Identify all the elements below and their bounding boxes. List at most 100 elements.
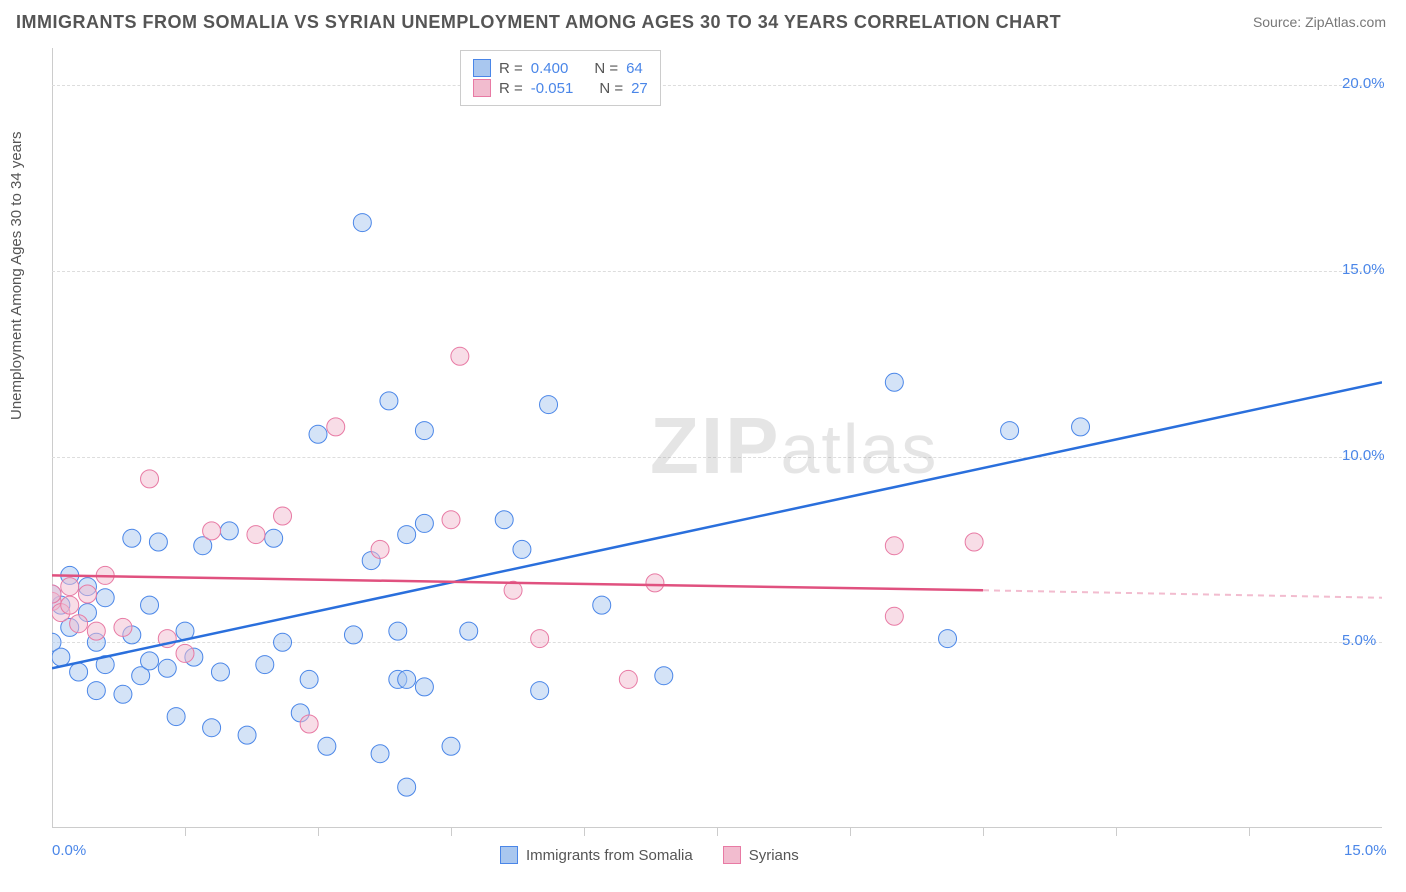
data-point bbox=[885, 373, 903, 391]
legend-correlation: R = 0.400 N = 64 R = -0.051 N = 27 bbox=[460, 50, 661, 106]
data-point bbox=[300, 670, 318, 688]
data-point bbox=[87, 622, 105, 640]
x-tick bbox=[185, 828, 186, 836]
data-point bbox=[398, 778, 416, 796]
data-point bbox=[149, 533, 167, 551]
r-label: R = bbox=[499, 60, 523, 77]
data-point bbox=[885, 537, 903, 555]
data-point bbox=[247, 526, 265, 544]
data-point bbox=[141, 596, 159, 614]
legend-item-somalia: Immigrants from Somalia bbox=[500, 846, 693, 864]
data-point bbox=[885, 607, 903, 625]
y-axis-label: Unemployment Among Ages 30 to 34 years bbox=[8, 131, 25, 420]
data-point bbox=[238, 726, 256, 744]
data-point bbox=[176, 644, 194, 662]
data-point bbox=[141, 652, 159, 670]
x-tick bbox=[983, 828, 984, 836]
x-tick bbox=[451, 828, 452, 836]
data-point bbox=[141, 470, 159, 488]
source-attribution: Source: ZipAtlas.com bbox=[1253, 14, 1386, 30]
data-point bbox=[513, 540, 531, 558]
data-point bbox=[256, 656, 274, 674]
n-label: N = bbox=[599, 80, 623, 97]
data-point bbox=[415, 514, 433, 532]
data-point bbox=[371, 540, 389, 558]
data-point bbox=[158, 659, 176, 677]
swatch-icon bbox=[723, 846, 741, 864]
data-point bbox=[442, 511, 460, 529]
data-point bbox=[114, 618, 132, 636]
legend-series: Immigrants from Somalia Syrians bbox=[500, 846, 799, 864]
series-label: Syrians bbox=[749, 847, 799, 864]
data-point bbox=[495, 511, 513, 529]
r-value-somalia: 0.400 bbox=[531, 60, 569, 77]
data-point bbox=[265, 529, 283, 547]
legend-item-syrians: Syrians bbox=[723, 846, 799, 864]
chart-title: IMMIGRANTS FROM SOMALIA VS SYRIAN UNEMPL… bbox=[16, 12, 1061, 33]
data-point bbox=[78, 585, 96, 603]
x-tick bbox=[1249, 828, 1250, 836]
data-point bbox=[96, 589, 114, 607]
data-point bbox=[442, 737, 460, 755]
data-point bbox=[211, 663, 229, 681]
data-point bbox=[965, 533, 983, 551]
data-point bbox=[655, 667, 673, 685]
x-tick bbox=[584, 828, 585, 836]
data-point bbox=[114, 685, 132, 703]
data-point bbox=[70, 663, 88, 681]
data-point bbox=[327, 418, 345, 436]
data-point bbox=[309, 425, 327, 443]
x-tick bbox=[318, 828, 319, 836]
data-point bbox=[274, 633, 292, 651]
data-point bbox=[70, 615, 88, 633]
x-tick bbox=[850, 828, 851, 836]
data-point bbox=[593, 596, 611, 614]
data-point bbox=[415, 422, 433, 440]
data-point bbox=[300, 715, 318, 733]
trend-line-dashed bbox=[983, 590, 1382, 597]
legend-row-somalia: R = 0.400 N = 64 bbox=[473, 59, 648, 77]
r-label: R = bbox=[499, 80, 523, 97]
data-point bbox=[939, 630, 957, 648]
data-point bbox=[398, 526, 416, 544]
swatch-icon bbox=[473, 79, 491, 97]
x-tick-label: 0.0% bbox=[52, 842, 86, 859]
data-point bbox=[52, 648, 70, 666]
data-point bbox=[344, 626, 362, 644]
data-point bbox=[531, 630, 549, 648]
x-tick bbox=[1116, 828, 1117, 836]
data-point bbox=[123, 529, 141, 547]
data-point bbox=[646, 574, 664, 592]
data-point bbox=[531, 682, 549, 700]
data-point bbox=[540, 396, 558, 414]
data-point bbox=[274, 507, 292, 525]
data-point bbox=[415, 678, 433, 696]
scatter-plot-svg bbox=[52, 48, 1382, 828]
legend-row-syrians: R = -0.051 N = 27 bbox=[473, 79, 648, 97]
data-point bbox=[460, 622, 478, 640]
data-point bbox=[380, 392, 398, 410]
series-label: Immigrants from Somalia bbox=[526, 847, 693, 864]
x-tick-label: 15.0% bbox=[1344, 842, 1387, 859]
data-point bbox=[318, 737, 336, 755]
swatch-icon bbox=[500, 846, 518, 864]
data-point bbox=[398, 670, 416, 688]
trend-line bbox=[52, 382, 1382, 668]
swatch-icon bbox=[473, 59, 491, 77]
data-point bbox=[451, 347, 469, 365]
data-point bbox=[203, 719, 221, 737]
n-value-somalia: 64 bbox=[626, 60, 643, 77]
n-value-syrians: 27 bbox=[631, 80, 648, 97]
data-point bbox=[220, 522, 238, 540]
x-tick bbox=[717, 828, 718, 836]
data-point bbox=[61, 578, 79, 596]
data-point bbox=[87, 682, 105, 700]
data-point bbox=[353, 214, 371, 232]
data-point bbox=[1072, 418, 1090, 436]
data-point bbox=[203, 522, 221, 540]
n-label: N = bbox=[594, 60, 618, 77]
data-point bbox=[619, 670, 637, 688]
data-point bbox=[371, 745, 389, 763]
data-point bbox=[61, 596, 79, 614]
data-point bbox=[389, 622, 407, 640]
